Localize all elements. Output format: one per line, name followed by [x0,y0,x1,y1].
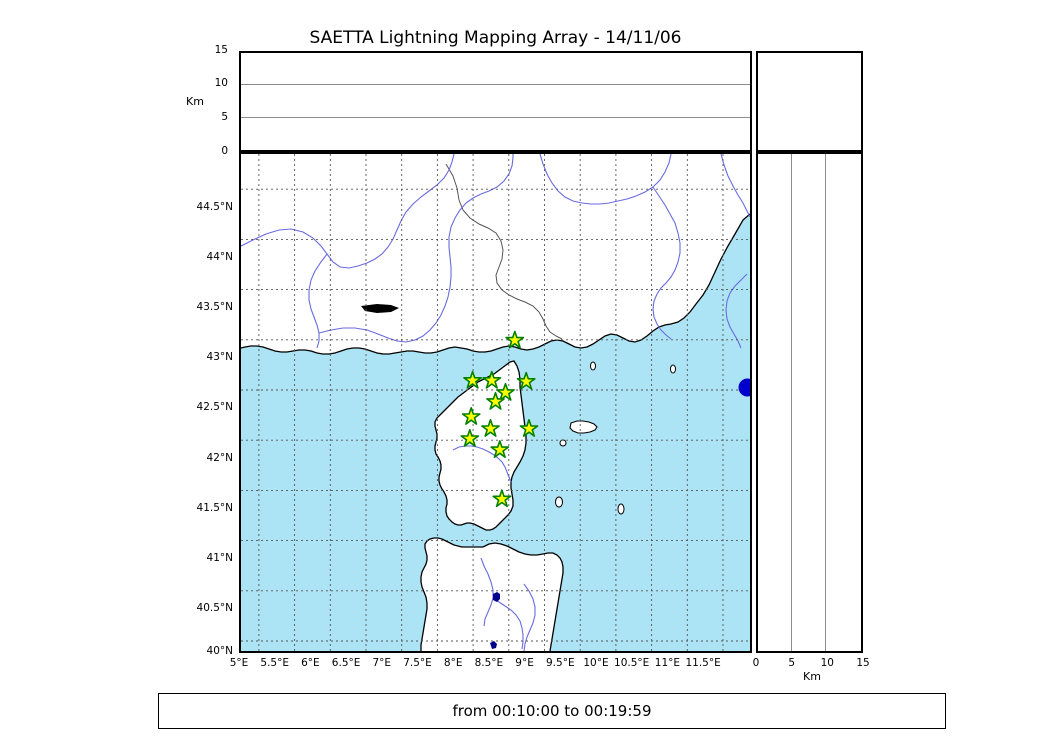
river-tiber [725,273,748,349]
lake-sardinia-1 [493,592,500,602]
map-ytick-40: 40°N [206,645,233,657]
map-ytick-40p5: 40.5°N [196,602,233,614]
map-xtick-11: 11°E [654,657,681,669]
map-xtick-9p5: 9.5°E [546,657,575,669]
sardinia-land [421,538,563,651]
map-xtick-10: 10°E [583,657,609,669]
gridline-5km [241,117,750,118]
sardinia-coastline-east [482,542,564,651]
islet-pianosa [555,497,563,507]
map-ytick-44p5: 44.5°N [196,201,233,213]
top-panel-ytick-5: 5 [221,111,228,123]
right-panel-xtick-10: 10 [820,657,834,669]
elba-island [570,421,597,433]
gridline-5km-right [791,154,792,651]
right-panel-xtick-5: 5 [788,657,796,669]
map-xtick-7p5: 7.5°E [403,657,432,669]
map-xtick-10p5: 10.5°E [614,657,650,669]
map-xtick-5p5: 5.5°E [260,657,289,669]
right-panel-xlabel: Km [803,670,821,683]
islet-north-outline [670,364,676,374]
map-ytick-41p5: 41.5°N [196,502,233,514]
altitude-longitude-panel[interactable] [239,51,752,152]
river-arno [652,186,681,340]
right-panel-xtick-0: 0 [752,657,760,669]
islet-giglio-outline [617,503,625,515]
corsica-coastline [434,360,527,531]
map-xtick-7: 7°E [372,657,392,669]
map-panel[interactable] [239,152,752,653]
map-ytick-42: 42°N [206,452,233,464]
elba-coastline [569,420,598,434]
river-sardinia-east [523,583,536,651]
gridline-10km-right [825,154,826,651]
map-xtick-6p5: 6.5°E [331,657,361,669]
islet-giglio [618,504,624,514]
map-xtick-8: 8°E [443,657,463,669]
top-panel-ylabel: Km [186,95,204,108]
river-golo-corsica [452,445,512,483]
river-south-branch [308,253,328,349]
gridline-10km [241,84,750,85]
map-ytick-43p5: 43.5°N [196,301,233,313]
altitude-latitude-panel[interactable] [756,152,863,653]
top-panel-ytick-0: 0 [221,145,228,157]
right-panel-xtick-15: 15 [856,657,870,669]
map-xtick-6: 6°E [301,657,320,669]
river-durance [318,154,514,343]
altitude-histogram-panel[interactable] [756,51,863,152]
corsica-land [435,361,526,530]
figure-title: SAETTA Lightning Mapping Array - 14/11/0… [309,28,682,48]
islet-gorgona-outline [590,361,596,371]
lake-etang-de-berre [361,304,399,313]
mainland-land [241,154,750,354]
islet-gorgona [590,362,596,370]
map-xtick-5: 5°E [229,657,249,669]
map-xtick-11p5: 11.5°E [685,657,721,669]
map-graphic [241,154,750,651]
lake-sardinia-2 [490,641,497,649]
time-range-status-bar[interactable]: from 00:10:00 to 00:19:59 [158,693,946,729]
sardinia-coastline-west [420,537,483,651]
map-ytick-41: 41°N [206,552,233,564]
river-sardinia-south [492,597,524,650]
time-range-text: from 00:10:00 to 00:19:59 [452,702,652,720]
river-po-north [539,154,672,205]
map-xtick-8p5: 8.5°E [474,657,504,669]
islet-capraia [560,440,566,446]
map-ytick-43: 43°N [206,351,233,363]
islet-north [670,365,676,373]
islet-pianosa-outline [555,496,563,508]
border-france-italy [445,163,563,340]
map-ytick-44: 44°N [206,251,233,263]
map-xtick-9: 9°E [515,657,534,669]
river-east [720,154,750,218]
vhf-source-marker [738,378,750,397]
map-ytick-42p5: 42.5°N [196,401,233,413]
top-panel-ytick-15: 15 [214,44,228,56]
top-panel-ytick-10: 10 [214,77,228,89]
